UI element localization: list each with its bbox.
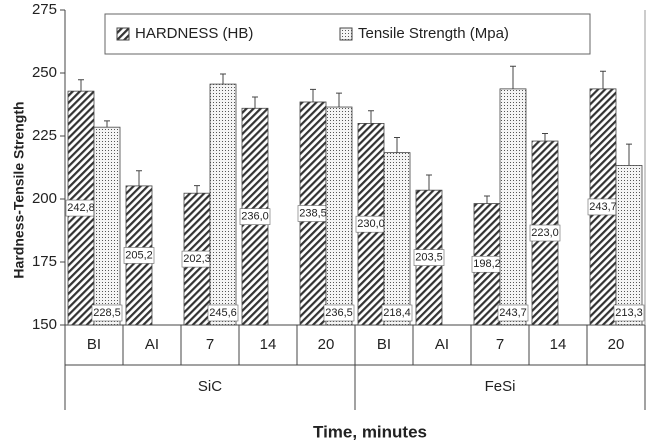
value-label-box	[529, 224, 561, 242]
x-tick-label: BI	[87, 336, 101, 353]
value-label: 236,0	[241, 211, 269, 223]
error-bar	[368, 110, 374, 124]
error-bar	[484, 195, 490, 204]
value-label-box	[613, 304, 645, 322]
bar	[499, 88, 527, 326]
x-tick-label: AI	[435, 336, 449, 353]
value-label: 205,2	[125, 249, 153, 261]
y-tick-label: 200	[32, 190, 57, 207]
value-label: 238,5	[299, 207, 327, 219]
legend-swatch	[116, 27, 130, 41]
legend-box	[104, 13, 591, 55]
group-label: SiC	[198, 378, 222, 395]
error-bar	[394, 137, 400, 153]
value-label-box	[239, 208, 271, 225]
value-label-box	[207, 304, 239, 322]
x-tick-label: BI	[377, 336, 391, 353]
value-label: 230,0	[357, 218, 385, 230]
value-label: 236,5	[325, 307, 353, 319]
legend-swatch	[339, 27, 353, 41]
value-label-box	[413, 249, 445, 266]
value-label: 242,8	[67, 202, 95, 214]
x-tick-label: 20	[318, 336, 335, 353]
error-bar	[78, 79, 84, 92]
value-label: 243,7	[589, 201, 617, 213]
value-label: 243,7	[499, 307, 527, 319]
bar	[93, 126, 121, 326]
value-label: 245,6	[209, 307, 237, 319]
value-label: 213,3	[615, 307, 643, 319]
value-label-box	[123, 247, 155, 264]
value-label: 198,2	[473, 258, 501, 270]
x-tick-label: 20	[608, 336, 625, 353]
error-bar	[626, 143, 632, 166]
group-label: FeSi	[485, 378, 516, 395]
y-tick-label: 275	[32, 1, 57, 18]
value-label: 228,5	[93, 307, 121, 319]
y-tick-label: 175	[32, 253, 57, 270]
error-bar	[310, 88, 316, 102]
value-label: 218,4	[383, 307, 411, 319]
value-label-box	[381, 304, 413, 322]
value-label-box	[323, 304, 355, 322]
error-bar	[510, 65, 516, 89]
error-bar	[542, 132, 548, 142]
x-tick-label: AI	[145, 336, 159, 353]
bar	[325, 106, 353, 326]
legend-label: HARDNESS (HB)	[135, 25, 253, 42]
bar	[383, 152, 411, 326]
error-bar	[600, 70, 606, 89]
x-tick-label: 14	[550, 336, 567, 353]
value-label: 203,5	[415, 251, 443, 263]
y-tick-label: 150	[32, 316, 57, 333]
x-tick-label: 7	[496, 336, 504, 353]
error-bar	[136, 170, 142, 186]
error-bar	[194, 185, 200, 194]
y-axis-title: Hardness-Tensile Strength	[11, 101, 27, 278]
x-tick-label: 7	[206, 336, 214, 353]
bar	[615, 165, 643, 326]
x-axis-title: Time, minutes	[313, 422, 427, 441]
value-label: 223,0	[531, 227, 559, 239]
value-label: 202,3	[183, 253, 211, 265]
legend-label: Tensile Strength (Mpa)	[358, 25, 509, 42]
value-label-box	[91, 304, 123, 322]
error-bar	[104, 120, 110, 128]
y-tick-label: 225	[32, 127, 57, 144]
error-bar	[252, 96, 258, 109]
error-bar	[426, 174, 432, 191]
y-tick-label: 250	[32, 64, 57, 81]
error-bar	[336, 92, 342, 108]
x-tick-label: 14	[260, 336, 277, 353]
error-bar	[220, 73, 226, 85]
bar	[209, 83, 237, 326]
value-label-box	[497, 304, 529, 322]
